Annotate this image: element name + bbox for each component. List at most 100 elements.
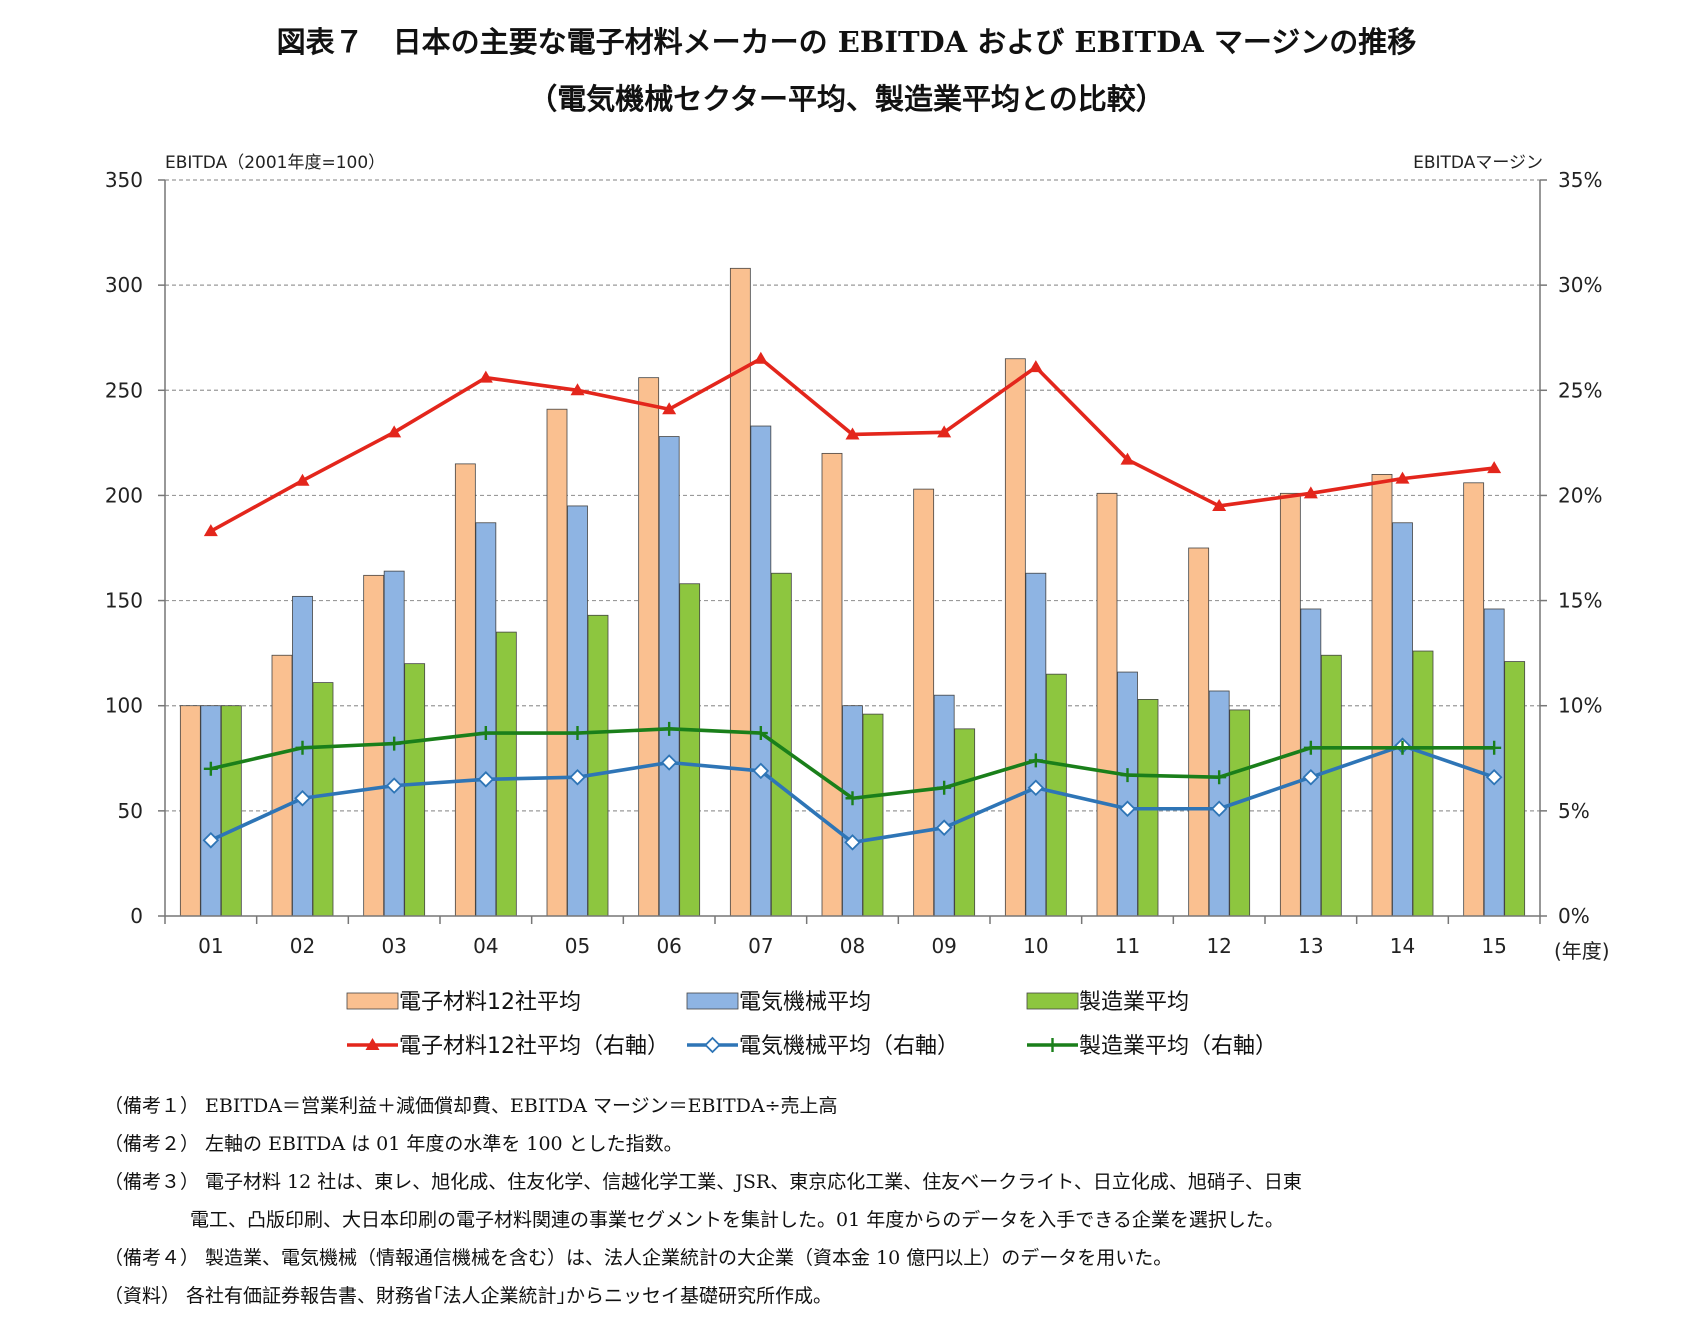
series-line [209, 356, 1495, 533]
triangle-marker [1212, 498, 1227, 511]
right-tick-label: 5% [1558, 799, 1590, 823]
chart-title-line2: （電気機械セクター平均、製造業平均との比較） [528, 82, 1165, 116]
bar [567, 505, 588, 917]
note-1: （備考１） EBITDA＝営業利益＋減価償却費、EBITDA マージン＝EBIT… [104, 1095, 838, 1117]
triangle-marker [1028, 360, 1043, 373]
triangle-marker [1120, 452, 1135, 465]
plus-marker [1045, 1038, 1060, 1052]
diamond-marker [1485, 768, 1503, 786]
right-tick-label: 20% [1558, 483, 1602, 507]
right-tick-label: 15% [1558, 589, 1602, 613]
plus-marker [1487, 740, 1502, 755]
right-tick-label: 25% [1558, 378, 1602, 402]
bar [1300, 608, 1322, 917]
bar [638, 377, 660, 917]
right-tick-label: 30% [1558, 273, 1602, 297]
plus-marker [1028, 753, 1043, 768]
diamond-marker [935, 819, 953, 836]
x-tick-label: 02 [290, 934, 315, 958]
bar [312, 682, 334, 917]
x-tick-label: 11 [1115, 934, 1140, 958]
ebitda-chart: EBITDA（2001年度=100） EBITDAマージン (年度) 05010… [105, 153, 1610, 1059]
diamond-marker [385, 777, 403, 794]
left-tick-label: 100 [105, 694, 143, 718]
triangle-marker [295, 473, 310, 486]
plus-marker [937, 780, 952, 795]
bar [1320, 654, 1342, 917]
bar [271, 654, 293, 917]
x-axis-unit-label: (年度) [1554, 939, 1610, 963]
legend-swatch [1026, 992, 1079, 1010]
legend-label: 電子材料12社平均（右軸） [399, 1034, 669, 1059]
legend-swatch [686, 992, 739, 1010]
plus-marker [1303, 740, 1318, 755]
diamond-marker [1210, 800, 1228, 818]
bar [1279, 492, 1301, 917]
bar [821, 452, 843, 917]
left-tick-label: 150 [105, 589, 143, 613]
bar [842, 705, 863, 917]
bar [1412, 650, 1434, 917]
bar [862, 713, 884, 917]
triangle-marker [662, 402, 677, 415]
plus-marker [295, 740, 310, 755]
plus-marker [662, 721, 677, 736]
x-tick-label: 09 [931, 934, 956, 958]
diamond-marker [1027, 779, 1045, 796]
bar [546, 408, 568, 917]
diamond-marker [1302, 768, 1320, 786]
bar [1004, 358, 1026, 917]
triangle-marker [478, 370, 493, 383]
plus-marker [203, 761, 218, 776]
legend-label: 製造業平均（右軸） [1079, 1034, 1277, 1059]
legend-label: 電気機械平均（右軸） [739, 1034, 959, 1059]
bar [454, 463, 476, 917]
note-3-continued: 電工、凸版印刷、大日本印刷の電子材料関連の事業セグメントを集計した。01 年度か… [190, 1209, 1284, 1231]
diamond-marker [844, 834, 861, 851]
left-tick-label: 350 [105, 168, 143, 192]
note-4: （備考４） 製造業、電気機械（情報通信機械を含む）は、法人企業統計の大企業（資本… [104, 1247, 1173, 1269]
source-note: （資料） 各社有価証券報告書、財務省｢法人企業統計｣からニッセイ基礎研究所作成。 [104, 1285, 833, 1307]
right-tick-label: 35% [1558, 168, 1602, 192]
lines [202, 351, 1503, 851]
right-tick-label: 0% [1558, 904, 1590, 928]
bar [587, 614, 609, 917]
triangle-marker [1303, 486, 1318, 499]
bar [658, 436, 680, 917]
bar [292, 595, 313, 917]
bars [179, 267, 1526, 917]
bar [1463, 482, 1485, 917]
right-axis-label: EBITDAマージン [1413, 153, 1543, 173]
triangle-marker [845, 427, 860, 440]
chart-title-line1: 図表７ 日本の主要な電子材料メーカーの EBITDA および EBITDA マー… [276, 25, 1417, 59]
bar [1483, 608, 1505, 917]
triangle-marker [937, 425, 952, 438]
bar [913, 488, 935, 917]
plus-marker [1212, 770, 1227, 785]
diamond-marker [294, 789, 311, 807]
triangle-marker [1487, 461, 1502, 474]
x-tick-label: 07 [748, 934, 773, 958]
bar [179, 705, 201, 917]
chart-title: 図表７ 日本の主要な電子材料メーカーの EBITDA および EBITDA マー… [0, 14, 1693, 128]
diamond-marker [202, 832, 220, 849]
bar [933, 694, 955, 917]
bar [1392, 522, 1413, 917]
plus-marker [1395, 740, 1410, 755]
bar [1025, 572, 1047, 917]
legend-label: 電気機械平均 [739, 990, 871, 1015]
diamond-marker [477, 771, 495, 788]
diamond-marker [752, 762, 770, 780]
left-tick-label: 200 [105, 483, 143, 507]
diamond-marker [569, 768, 586, 786]
plus-marker [1120, 768, 1135, 783]
bar [1504, 661, 1526, 917]
x-tick-label: 06 [656, 934, 681, 958]
notes: （備考１） EBITDA＝営業利益＋減価償却費、EBITDA マージン＝EBIT… [104, 1087, 1664, 1315]
left-tick-label: 300 [105, 273, 143, 297]
note-2: （備考２） 左軸の EBITDA は 01 年度の水準を 100 とした指数。 [104, 1133, 683, 1155]
plus-marker [845, 791, 860, 806]
plus-marker [478, 726, 493, 741]
triangle-marker [387, 425, 402, 438]
